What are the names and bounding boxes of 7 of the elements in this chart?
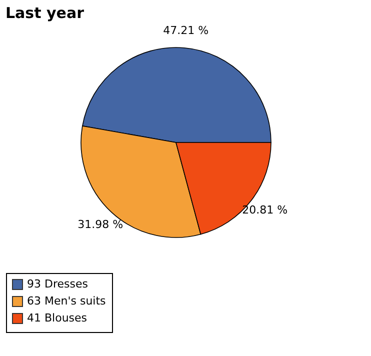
chart-title: Last year <box>6 4 85 22</box>
data-label: 31.98 % <box>78 218 124 232</box>
legend-label: 93 Dresses <box>27 278 88 290</box>
data-label: 47.21 % <box>163 24 209 37</box>
legend-label: 63 Men's suits <box>27 294 106 308</box>
legend-label: 41 Blouses <box>27 312 88 324</box>
data-label: 20.81 % <box>242 204 288 217</box>
